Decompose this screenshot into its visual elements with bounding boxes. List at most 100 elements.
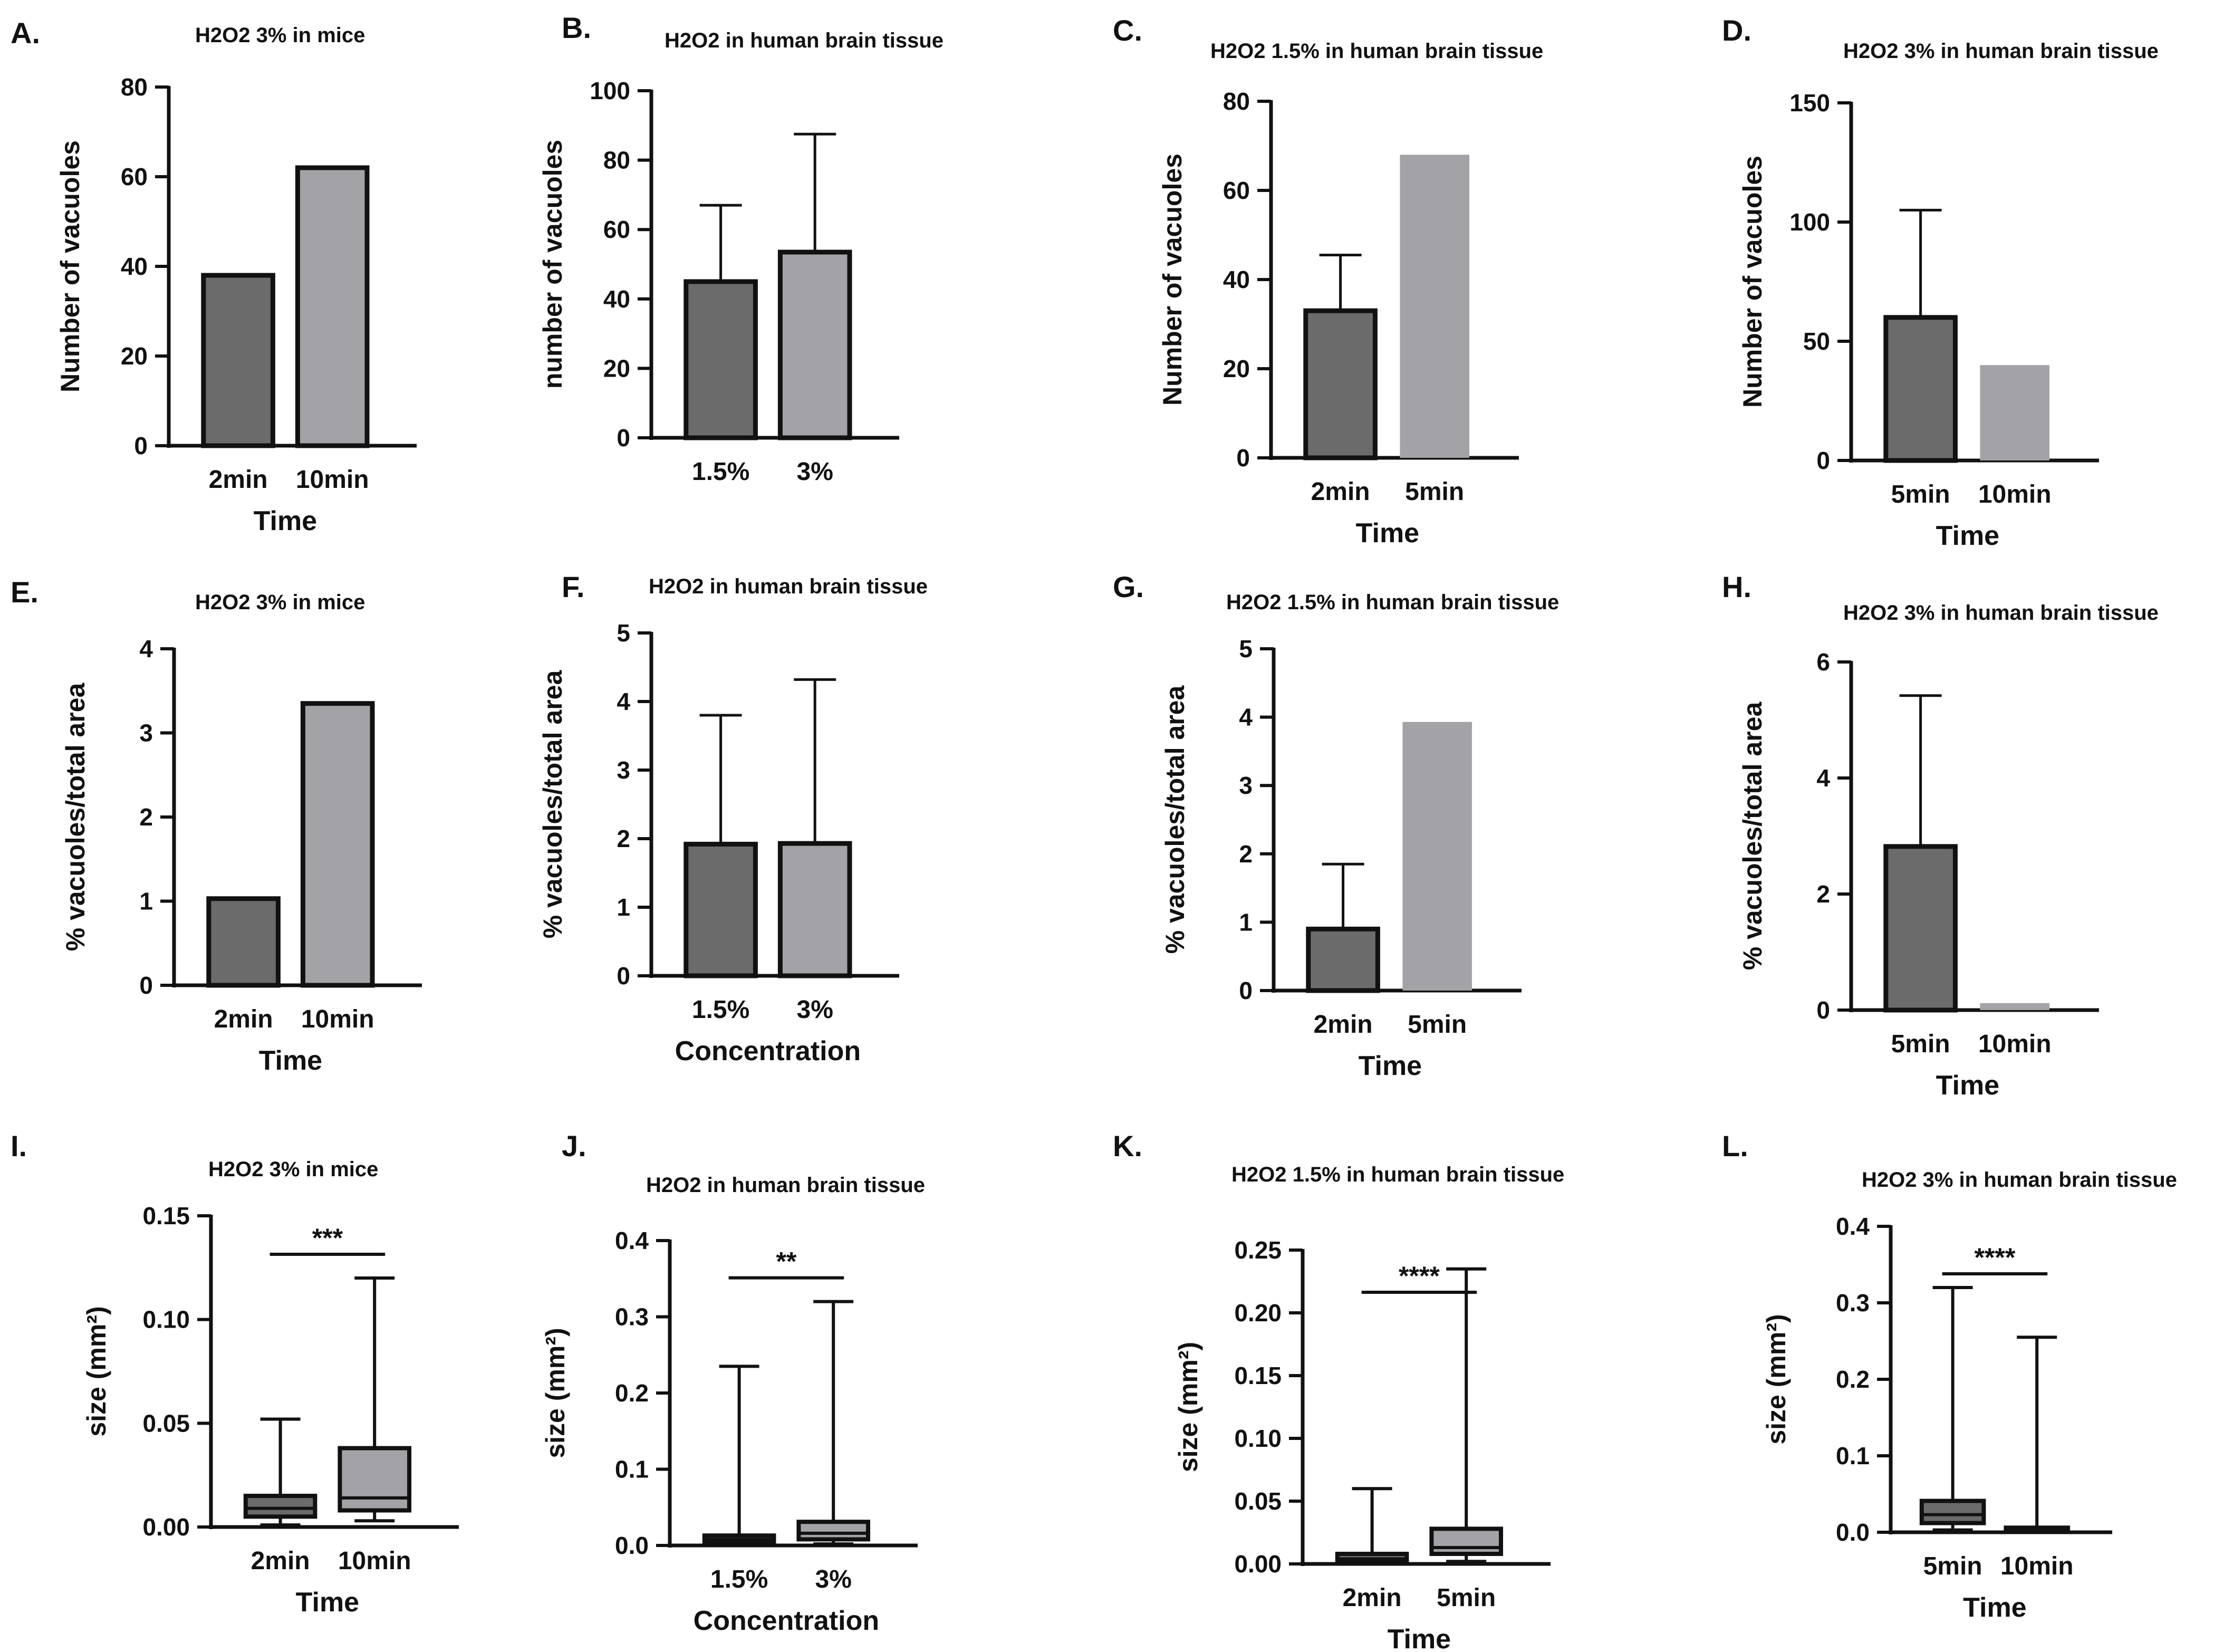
y-tick-label: 80 (603, 147, 630, 174)
x-tick-label: 10min (338, 1547, 411, 1575)
significance-stars: **** (1399, 1261, 1440, 1291)
y-tick-label: 4 (139, 635, 153, 662)
y-axis-label: size (mm²) (541, 1328, 570, 1458)
x-tick-label: 2min (1343, 1584, 1402, 1612)
bar-10min (300, 701, 375, 988)
chart-title: H2O2 1.5% in human brain tissue (1226, 591, 1559, 614)
bar-2min (206, 896, 281, 988)
x-tick-label: 2min (251, 1547, 310, 1575)
chart-title: H2O2 3% in human brain tissue (1843, 601, 2159, 625)
y-tick-label: 1 (1239, 908, 1253, 936)
panel-b: B. H2O2 in human brain tissue 0 20 40 60 80 100… (538, 11, 944, 486)
chart-title: H2O2 3% in mice (195, 24, 365, 47)
y-tick-label: 20 (603, 354, 630, 382)
y-tick-label: 0 (139, 972, 153, 999)
x-tick-label: 2min (1314, 1011, 1373, 1039)
y-tick-label: 0.00 (142, 1513, 190, 1541)
y-tick-label: 100 (590, 77, 630, 104)
x-tick-label: 1.5% (692, 458, 749, 486)
x-tick-label: 3% (797, 996, 833, 1024)
panel-label: C. (1113, 14, 1142, 47)
y-tick-label: 60 (1223, 177, 1250, 204)
y-tick-label: 80 (1223, 88, 1250, 115)
y-tick-label: 0 (1816, 996, 1830, 1024)
y-tick-label: 2 (1816, 880, 1830, 908)
bar-5min (1883, 844, 1958, 1013)
panel-h: H. H2O2 3% in human brain tissue 0 2 4 6 % vac… (1722, 570, 2159, 1101)
y-tick-label: 40 (1223, 266, 1250, 293)
y-tick-label: 3 (1239, 772, 1253, 799)
y-tick-label: 60 (121, 163, 148, 190)
x-tick-label: 5min (1891, 481, 1950, 508)
chart-title: H2O2 3% in mice (195, 591, 365, 614)
x-tick-label: 5min (1408, 1011, 1467, 1039)
y-axis-label: size (mm²) (1761, 1314, 1791, 1444)
y-tick-label: 4 (617, 688, 630, 715)
y-axis-label: Number of vacuoles (1738, 156, 1767, 408)
bar-5min (1402, 722, 1472, 991)
panel-a: A. H2O2 3% in mice 0 20 40 60 80 Number of vacu… (11, 16, 417, 536)
y-tick-label: 0 (134, 432, 148, 459)
x-tick-label: 5min (1923, 1552, 1982, 1580)
panel-label: F. (562, 570, 585, 603)
y-tick-label: 100 (1789, 208, 1830, 236)
y-tick-label: 0.2 (615, 1379, 649, 1407)
bar-3 (777, 841, 852, 978)
x-tick-label: 1.5% (710, 1565, 768, 1593)
panel-l: L. H2O2 3% in human brain tissue 0.0 0.1 0.2… (1722, 1129, 2177, 1623)
bar-15 (684, 279, 758, 440)
y-tick-label: 0.1 (1836, 1442, 1870, 1469)
panel-label: D. (1722, 14, 1751, 47)
y-axis-label: % vacuoles/total area (538, 670, 567, 939)
x-tick-label: 5min (1891, 1030, 1950, 1058)
x-tick-label: 5min (1437, 1584, 1496, 1612)
panel-k: K. H2O2 1.5% in human brain tissue 0.00 0.0… (1113, 1129, 1564, 1652)
bar-3 (777, 249, 852, 440)
y-axis-label: size (mm²) (82, 1306, 111, 1436)
panel-label: J. (562, 1129, 586, 1163)
y-tick-label: 0.05 (142, 1409, 190, 1437)
y-axis-label: size (mm²) (1173, 1342, 1203, 1472)
y-tick-label: 0.15 (1234, 1362, 1282, 1389)
x-tick-label: 3% (797, 458, 833, 486)
bar-10min (1980, 1003, 2049, 1010)
y-tick-label: 3 (617, 756, 630, 784)
bar-2min (201, 273, 275, 448)
x-tick-label: 3% (815, 1565, 852, 1593)
panel-i: I. H2O2 3% in mice 0.00 0.05 0.10 0.15 size (m… (11, 1129, 459, 1618)
y-tick-label: 1 (617, 894, 630, 921)
panel-d: D. H2O2 3% in human brain tissue 0 50 100 150… (1722, 14, 2159, 551)
box-10min (338, 1446, 412, 1513)
significance-stars: *** (312, 1223, 343, 1253)
x-axis-label: Time (259, 1045, 322, 1076)
x-axis-label: Time (1356, 518, 1419, 549)
y-tick-label: 0.4 (1836, 1213, 1870, 1240)
chart-title: H2O2 1.5% in human brain tissue (1210, 40, 1543, 63)
x-tick-label: 2min (1311, 478, 1370, 506)
panel-label: I. (11, 1129, 27, 1163)
box-3 (796, 1520, 871, 1542)
y-axis-label: number of vacuoles (538, 140, 567, 389)
panel-j: J. H2O2 in human brain tissue 0.0 0.1 0.2 0.3… (541, 1129, 925, 1636)
panel-label: G. (1113, 570, 1144, 603)
x-axis-label: Time (1936, 521, 1999, 551)
y-axis-label: % vacuoles/total area (1738, 702, 1767, 971)
chart-title: H2O2 1.5% in human brain tissue (1231, 1163, 1564, 1186)
panel-label: E. (11, 575, 38, 609)
bar-2min (1303, 308, 1378, 460)
box-5min (1429, 1526, 1503, 1556)
y-tick-label: 150 (1789, 89, 1830, 117)
y-tick-label: 0.0 (1836, 1519, 1870, 1546)
y-tick-label: 80 (121, 73, 148, 101)
box-2min (243, 1494, 317, 1519)
x-tick-label: 10min (301, 1005, 374, 1033)
x-tick-label: 10min (1978, 1030, 2052, 1058)
y-tick-label: 40 (603, 285, 630, 313)
x-tick-label: 2min (214, 1005, 273, 1033)
significance-stars: ** (776, 1247, 796, 1276)
bar-15 (684, 841, 758, 978)
y-tick-label: 50 (1803, 328, 1830, 355)
x-tick-label: 5min (1405, 478, 1464, 506)
chart-title: H2O2 3% in human brain tissue (1862, 1168, 2177, 1192)
